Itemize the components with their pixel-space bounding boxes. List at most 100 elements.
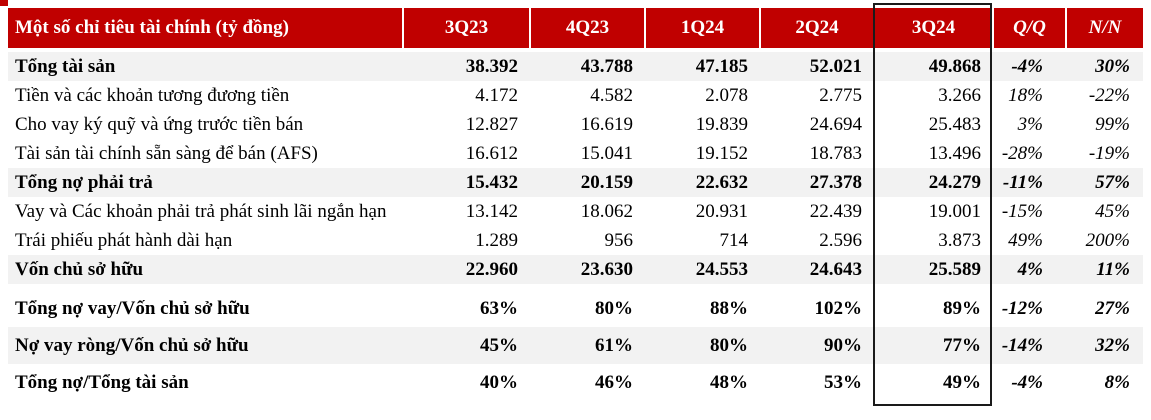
cell-value: 24.643	[809, 258, 862, 280]
cell-value: 49%	[943, 371, 981, 393]
cell-value: 48%	[710, 371, 748, 393]
cell-value: 16.619	[580, 113, 633, 135]
cell-value: 11%	[1096, 258, 1130, 280]
row-label: Nợ vay ròng/Vốn chủ sở hữu	[15, 334, 249, 356]
cell-value: 18.062	[580, 200, 633, 222]
cell-value: 43.788	[580, 55, 633, 77]
column-header-3q23: 3Q23	[402, 8, 529, 48]
cell-value: 57%	[1095, 171, 1130, 193]
cell-value: 3%	[1017, 113, 1043, 135]
cell-value: 47.185	[695, 55, 748, 77]
financial-metrics-table: Một số chỉ tiêu tài chính (tỷ đồng) 3Q23…	[8, 8, 1143, 401]
cell-value: 52.021	[809, 55, 862, 77]
cell-value: 13.496	[928, 142, 981, 164]
row-label: Tài sản tài chính sẵn sàng để bán (AFS)	[15, 142, 318, 164]
cell-value: 40%	[480, 371, 518, 393]
cell-value: 30%	[1095, 55, 1130, 77]
table-row: Vốn chủ sở hữu 22.960 23.630 24.553 24.643 25…	[8, 255, 1143, 284]
cell-value: 19.001	[928, 200, 981, 222]
cell-value: 63%	[480, 297, 518, 319]
cell-value: 4.172	[475, 84, 518, 106]
column-header-n-n: N/N	[1065, 8, 1143, 48]
cell-value: -15%	[1001, 200, 1043, 222]
row-label: Vay và Các khoản phải trả phát sinh lãi …	[15, 200, 387, 222]
cell-value: 4.582	[590, 84, 633, 106]
cell-value: 90%	[824, 334, 862, 356]
cell-value: -28%	[1001, 142, 1043, 164]
row-label: Tiền và các khoản tương đương tiền	[15, 84, 290, 106]
column-header-q-q: Q/Q	[992, 8, 1065, 48]
cell-value: 2.596	[819, 229, 862, 251]
table-body: Tổng tài sản 38.392 43.788 47.185 52.021 49.8…	[8, 52, 1143, 401]
cell-value: 18.783	[809, 142, 862, 164]
cell-value: 23.630	[580, 258, 633, 280]
cell-value: -12%	[1001, 297, 1043, 319]
cell-value: 714	[719, 229, 749, 251]
table-row: Vay và Các khoản phải trả phát sinh lãi …	[8, 197, 1143, 226]
table-row: Tổng nợ vay/Vốn chủ sở hữu 63% 80% 88% 102% 8…	[8, 290, 1143, 327]
cell-value: 38.392	[465, 55, 518, 77]
cell-value: 49%	[1008, 229, 1043, 251]
table-row: Tổng nợ phải trả 15.432 20.159 22.632 27.378…	[8, 168, 1143, 197]
cell-value: 4%	[1017, 258, 1043, 280]
cell-value: 8%	[1104, 371, 1130, 393]
cell-value: 20.159	[580, 171, 633, 193]
cell-value: 77%	[943, 334, 981, 356]
cell-value: 24.279	[928, 171, 981, 193]
cell-value: 32%	[1095, 334, 1130, 356]
table-row: Tổng nợ/Tổng tài sản 40% 46% 48% 53% 49% -4% 8%	[8, 364, 1143, 401]
cell-value: 200%	[1085, 229, 1130, 251]
cell-value: 49.868	[928, 55, 981, 77]
table-row: Tiền và các khoản tương đương tiền 4.172 4…	[8, 81, 1143, 110]
cell-value: 3.266	[938, 84, 981, 106]
cell-value: 22.632	[695, 171, 748, 193]
cell-value: 80%	[710, 334, 748, 356]
cell-value: -19%	[1088, 142, 1130, 164]
cell-value: 45%	[1095, 200, 1130, 222]
cell-value: 24.694	[809, 113, 862, 135]
cell-value: 956	[604, 229, 634, 251]
cell-value: 27.378	[809, 171, 862, 193]
red-corner-mark	[0, 0, 8, 6]
cell-value: 89%	[943, 297, 981, 319]
cell-value: 24.553	[695, 258, 748, 280]
row-label: Tổng nợ/Tổng tài sản	[15, 371, 189, 393]
cell-value: 46%	[595, 371, 633, 393]
table-row: Cho vay ký quỹ và ứng trước tiền bán 12.8…	[8, 110, 1143, 139]
cell-value: 22.960	[465, 258, 518, 280]
cell-value: 16.612	[465, 142, 518, 164]
table-header-label: Một số chỉ tiêu tài chính (tỷ đồng)	[15, 17, 289, 38]
cell-value: -14%	[1001, 334, 1043, 356]
column-header-2q24: 2Q24	[759, 8, 873, 48]
cell-value: 99%	[1095, 113, 1130, 135]
cell-value: 88%	[710, 297, 748, 319]
cell-value: -11%	[1002, 171, 1043, 193]
cell-value: 2.078	[705, 84, 748, 106]
row-label: Vốn chủ sở hữu	[15, 258, 144, 280]
cell-value: -4%	[1011, 371, 1043, 393]
cell-value: 25.589	[928, 258, 981, 280]
cell-value: -4%	[1011, 55, 1043, 77]
cell-value: 27%	[1095, 297, 1130, 319]
table-row: Tài sản tài chính sẵn sàng để bán (AFS) 1…	[8, 139, 1143, 168]
cell-value: 25.483	[928, 113, 981, 135]
row-label: Tổng nợ phải trả	[15, 171, 153, 193]
cell-value: 3.873	[938, 229, 981, 251]
cell-value: 13.142	[465, 200, 518, 222]
row-label: Tổng tài sản	[15, 55, 116, 77]
table-row: Nợ vay ròng/Vốn chủ sở hữu 45% 61% 80% 90% 77…	[8, 327, 1143, 364]
cell-value: 19.152	[695, 142, 748, 164]
cell-value: 15.432	[465, 171, 518, 193]
cell-value: 102%	[814, 297, 863, 319]
cell-value: 20.931	[695, 200, 748, 222]
table-row: Trái phiếu phát hành dài hạn 1.289 956 714 2…	[8, 226, 1143, 255]
cell-value: 12.827	[465, 113, 518, 135]
row-label: Trái phiếu phát hành dài hạn	[15, 229, 233, 251]
cell-value: 19.839	[695, 113, 748, 135]
table-row: Tổng tài sản 38.392 43.788 47.185 52.021 49.8…	[8, 52, 1143, 81]
cell-value: 15.041	[580, 142, 633, 164]
column-header-4q23: 4Q23	[529, 8, 644, 48]
row-label: Cho vay ký quỹ và ứng trước tiền bán	[15, 113, 304, 135]
cell-value: 2.775	[819, 84, 862, 106]
